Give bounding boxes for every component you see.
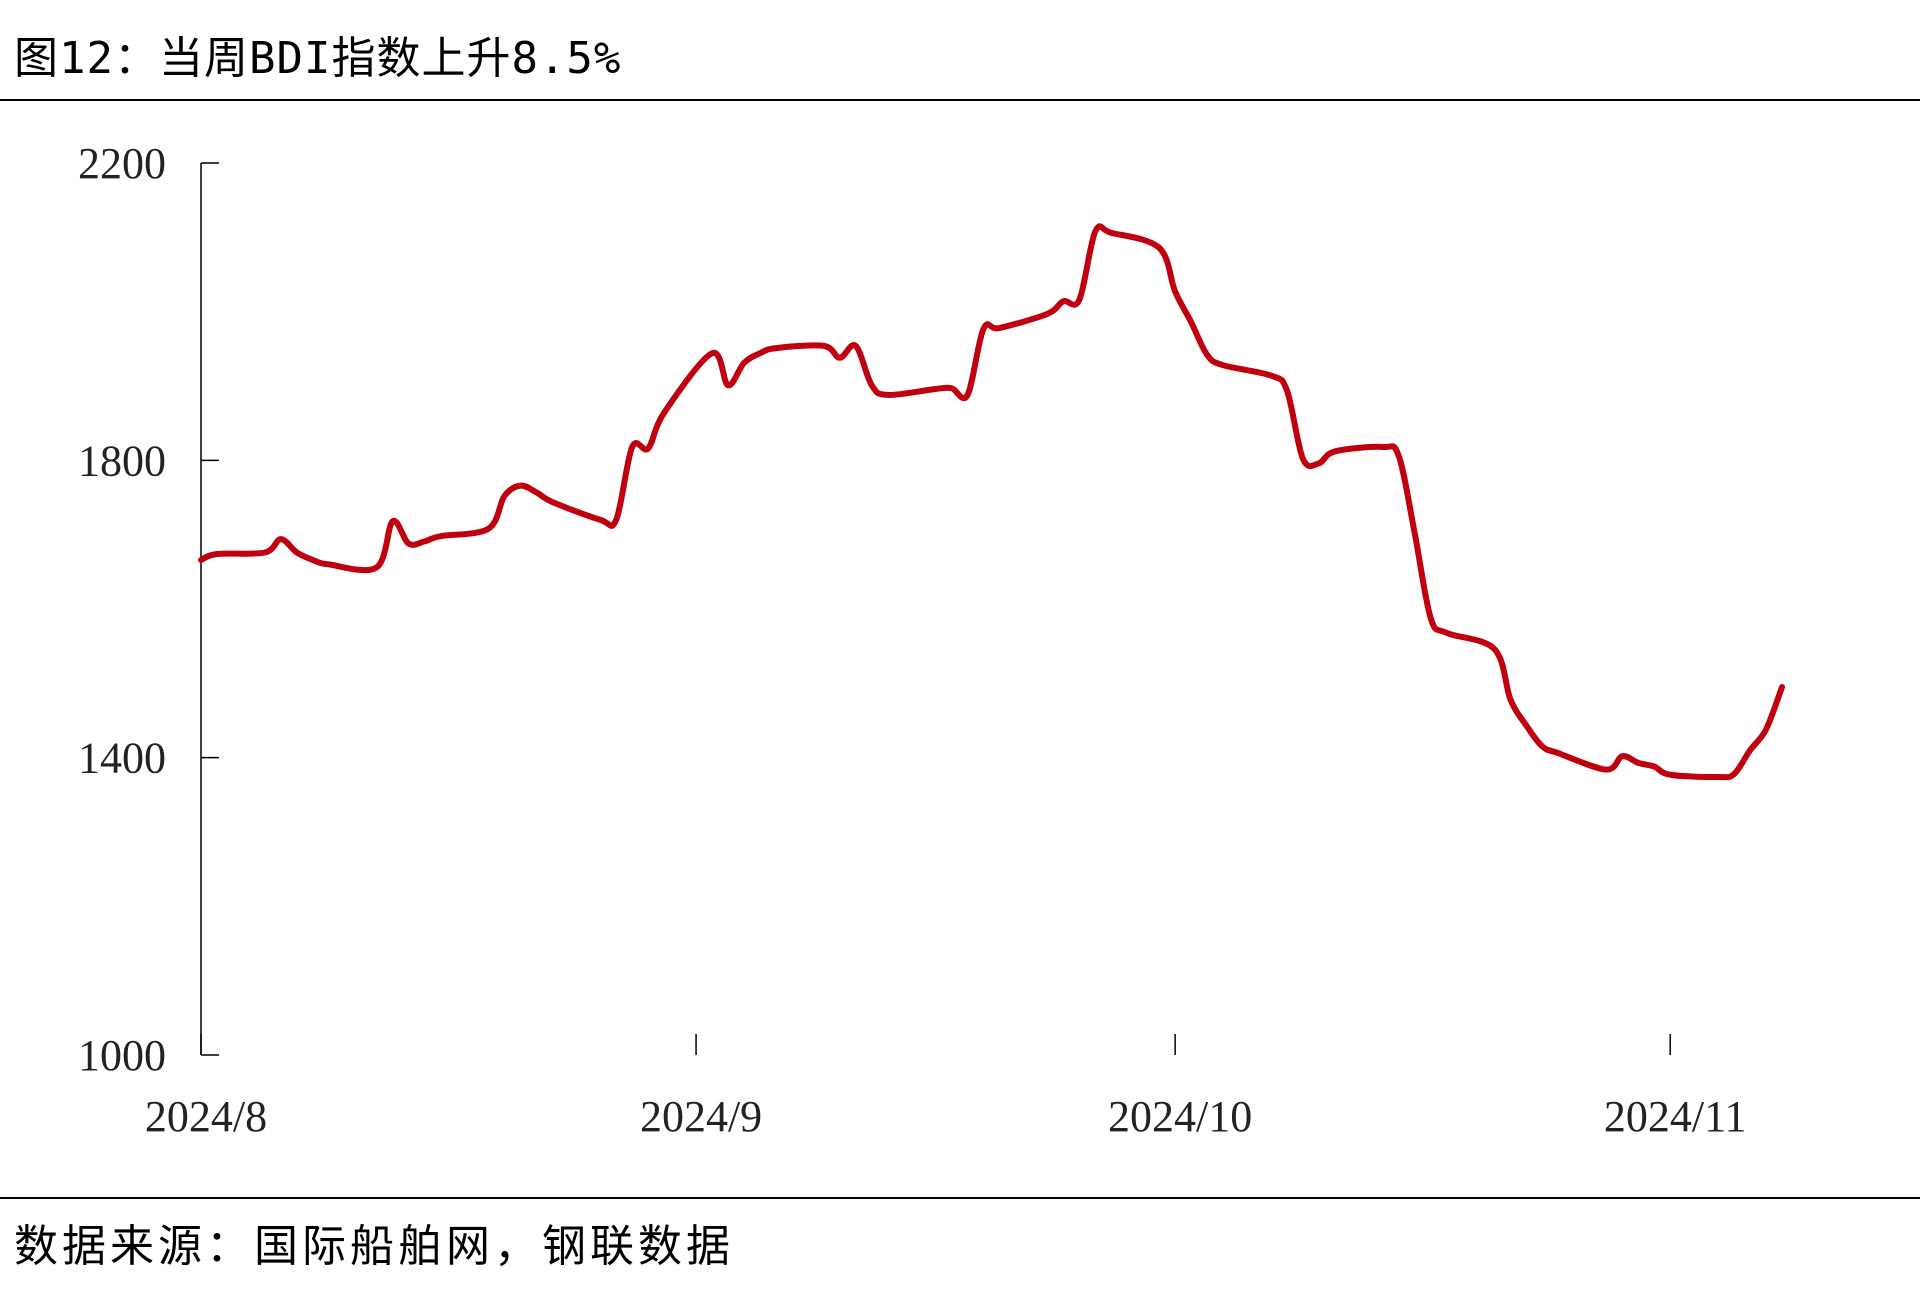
y-tick-label: 1000: [78, 1031, 166, 1080]
x-tick-label: 2024/8: [145, 1092, 267, 1141]
x-tick-label: 2024/11: [1604, 1092, 1747, 1141]
bottom-rule: [0, 1197, 1920, 1199]
chart-axes: 1000 1400 1800 2200 2024/8 2024/9 2024/10 2024/…: [78, 139, 1747, 1141]
x-tick-label: 2024/9: [640, 1092, 762, 1141]
y-tick-label: 2200: [78, 139, 166, 188]
x-tick-label: 2024/10: [1108, 1092, 1252, 1141]
bdi-series-line: [201, 226, 1782, 777]
series-layer: [201, 226, 1782, 777]
source-note: 数据来源：国际船舶网，钢联数据: [14, 1210, 734, 1274]
y-tick-label: 1800: [78, 436, 166, 485]
y-tick-label: 1400: [78, 734, 166, 783]
